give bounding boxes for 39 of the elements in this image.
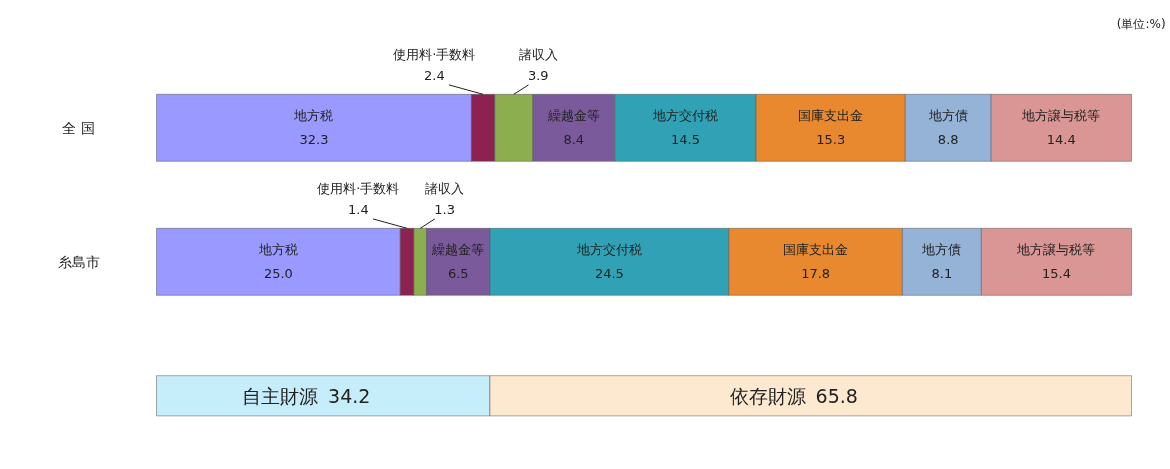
- text: 地方譲与税等: [1017, 242, 1096, 258]
- series-label: 地方債: [927, 108, 968, 124]
- text: 諸収入: [425, 180, 465, 196]
- text: 繰越金等: [547, 108, 600, 124]
- series-label: 地方交付税: [651, 108, 718, 124]
- data-label: 14.5: [670, 132, 700, 148]
- text: 国庫支出金: [783, 242, 849, 258]
- data-label: 6.5: [447, 266, 469, 282]
- data-label: 3.9: [527, 68, 549, 84]
- text: 地方債: [922, 242, 962, 258]
- series-label: 地方税: [293, 108, 334, 124]
- data-label: 15.3: [816, 132, 846, 148]
- text: 地方税: [258, 242, 298, 258]
- data-label: 14.4: [1046, 132, 1076, 148]
- series-label: 地方譲与税等: [1021, 108, 1101, 124]
- text: 使用料·手数料: [317, 180, 400, 196]
- data-label: 25.0: [263, 266, 293, 282]
- data-label: 15.4: [1041, 266, 1071, 282]
- text: 地方交付税: [576, 242, 642, 258]
- y-tick-label: 糸島市: [57, 253, 100, 270]
- series-label: 依存財源: [729, 384, 806, 407]
- text: 使用料·手数料: [393, 46, 476, 62]
- data-label: 24.5: [594, 266, 624, 282]
- y-tick-label: 全 国: [62, 119, 95, 136]
- data-label: 65.8: [815, 384, 858, 407]
- text: 諸収入: [518, 46, 558, 62]
- data-label: 32.3: [299, 132, 329, 148]
- data-label: 1.4: [347, 202, 369, 218]
- data-label: 34.2: [328, 384, 371, 407]
- data-label: 17.8: [801, 266, 831, 282]
- series-label: 国庫支出金: [798, 108, 864, 124]
- data-label: 8.4: [563, 132, 585, 148]
- series-label: 繰越金等: [431, 242, 485, 258]
- data-label: 2.4: [424, 68, 445, 84]
- data-label: 8.1: [931, 266, 953, 282]
- text: (単位:%): [1116, 17, 1166, 32]
- series-label: 自主財源: [242, 384, 319, 407]
- data-label: 1.3: [434, 202, 455, 218]
- data-label: 8.8: [937, 132, 959, 148]
